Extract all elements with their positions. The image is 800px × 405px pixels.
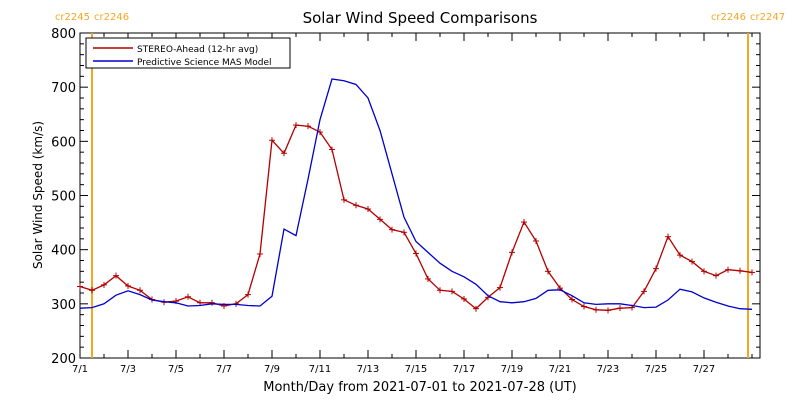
y-tick-label: 200 (51, 352, 76, 367)
plot-frame (79, 32, 761, 359)
x-tick-label: 7/5 (168, 364, 184, 375)
x-tick-label: 7/11 (309, 364, 331, 375)
legend-label: STEREO-Ahead (12-hr avg) (137, 45, 258, 55)
legend-box (85, 37, 291, 69)
plot-area: 200 300 400 500 600 700 800 7/1 7/3 7/5 7/7 7/9 7/11… (51, 12, 785, 375)
x-tick-label: 7/27 (693, 364, 715, 375)
x-tick-label: 7/15 (405, 364, 427, 375)
series-line-0 (79, 124, 753, 311)
x-tick-label: 7/25 (645, 364, 667, 375)
chart-title: Solar Wind Speed Comparisons (303, 9, 538, 27)
y-tick-label: 500 (51, 190, 76, 205)
y-axis-label: Solar Wind Speed (km/s) (31, 121, 45, 269)
carrington-label-right: cr2247 (750, 12, 785, 23)
carrington-label-left: cr2245 (55, 12, 90, 23)
x-tick-label: 7/3 (120, 364, 136, 375)
x-tick-label: 7/1 (72, 364, 88, 375)
x-tick-label: 7/21 (549, 364, 571, 375)
series-line-1 (79, 78, 753, 310)
x-tick-label: 7/9 (264, 364, 280, 375)
x-tick-label: 7/13 (357, 364, 379, 375)
x-tick-label: 7/17 (453, 364, 475, 375)
legend-label: Predictive Science MAS Model (137, 58, 272, 68)
x-tick-label: 7/23 (597, 364, 619, 375)
y-tick-label: 800 (51, 27, 76, 42)
carrington-label-right: cr2246 (94, 12, 129, 23)
carrington-label-left: cr2246 (711, 12, 746, 23)
y-tick-label: 300 (51, 298, 76, 313)
x-tick-label: 7/7 (216, 364, 232, 375)
y-tick-label: 400 (51, 244, 76, 259)
y-tick-label: 600 (51, 135, 76, 150)
y-tick-label: 700 (51, 81, 76, 96)
x-axis-label: Month/Day from 2021-07-01 to 2021-07-28 … (263, 380, 576, 395)
x-tick-label: 7/19 (501, 364, 523, 375)
